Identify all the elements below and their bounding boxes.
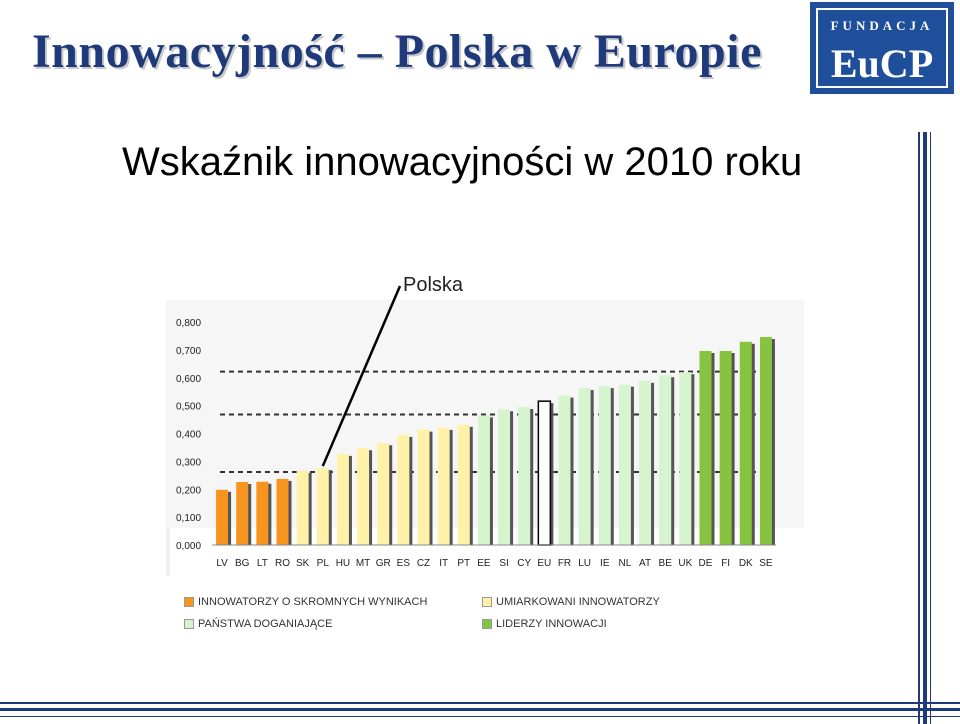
bar-es bbox=[397, 434, 410, 545]
bar-hu bbox=[336, 453, 349, 545]
x-tick-label: GR bbox=[376, 558, 391, 569]
x-tick-label: MT bbox=[356, 558, 370, 569]
bar-fr bbox=[558, 395, 571, 545]
decorative-horizontal-lines bbox=[0, 702, 960, 722]
x-tick-label: EU bbox=[537, 558, 551, 569]
bar-pt bbox=[457, 424, 470, 545]
x-tick-label: AT bbox=[639, 558, 651, 569]
x-tick-label: SE bbox=[759, 558, 773, 569]
y-tick-label: 0,700 bbox=[176, 346, 201, 357]
x-tick-label: LU bbox=[578, 558, 591, 569]
bar-fi bbox=[719, 350, 732, 545]
slide-title: Innowacyjność – Polska w Europie bbox=[32, 25, 762, 78]
legend-swatch bbox=[184, 597, 194, 607]
x-tick-label: HU bbox=[336, 558, 350, 569]
x-tick-label: PT bbox=[457, 558, 470, 569]
logo-frame: FUNDACJA EuCP bbox=[816, 8, 948, 88]
bar-gr bbox=[377, 443, 390, 545]
fundacja-eucp-logo: FUNDACJA EuCP bbox=[810, 2, 954, 94]
x-tick-label: RO bbox=[275, 558, 290, 569]
bar-si bbox=[498, 409, 511, 545]
x-tick-label: NL bbox=[619, 558, 632, 569]
bar-de bbox=[699, 350, 712, 545]
bar-lv bbox=[216, 489, 229, 545]
x-tick-label: FR bbox=[558, 558, 571, 569]
x-tick-label: BE bbox=[659, 558, 673, 569]
x-tick-label: PL bbox=[317, 558, 330, 569]
legend-item: UMIARKOWANI INNOWATORZY bbox=[482, 596, 660, 608]
bar-nl bbox=[618, 384, 631, 545]
y-tick-label: 0,500 bbox=[176, 402, 201, 413]
x-tick-label: BG bbox=[235, 558, 250, 569]
legend-swatch bbox=[482, 597, 492, 607]
legend-label: INNOWATORZY O SKROMNYCH WYNIKACH bbox=[198, 596, 428, 608]
bar-ie bbox=[598, 386, 611, 545]
legend-swatch bbox=[184, 619, 194, 629]
bar-cz bbox=[417, 429, 430, 545]
legend-label: PAŃSTWA DOGANIAJĄCE bbox=[198, 618, 333, 630]
bar-pl bbox=[316, 468, 329, 545]
bar-bg bbox=[236, 482, 249, 545]
logo-top-text: FUNDACJA bbox=[830, 18, 934, 33]
bar-ee bbox=[477, 415, 490, 545]
x-tick-label: LV bbox=[216, 558, 228, 569]
x-tick-label: FI bbox=[721, 558, 730, 569]
legend-swatch bbox=[482, 619, 492, 629]
legend-item: PAŃSTWA DOGANIAJĄCE bbox=[184, 618, 332, 630]
bar-sk bbox=[296, 470, 309, 545]
bar-ro bbox=[276, 478, 289, 545]
y-tick-label: 0,000 bbox=[176, 541, 201, 552]
legend-item: INNOWATORZY O SKROMNYCH WYNIKACH bbox=[184, 596, 427, 608]
bar-uk bbox=[679, 372, 692, 545]
bar-cy bbox=[518, 407, 531, 545]
bar-lu bbox=[578, 388, 591, 545]
y-tick-label: 0,300 bbox=[176, 457, 201, 468]
y-tick-label: 0,800 bbox=[176, 318, 201, 329]
slide-subtitle: Wskaźnik innowacyjności w 2010 roku bbox=[122, 140, 803, 184]
logo-main-text: EuCP bbox=[830, 41, 934, 86]
bar-se bbox=[759, 337, 772, 545]
bar-lt bbox=[256, 481, 269, 545]
y-tick-label: 0,200 bbox=[176, 485, 201, 496]
y-tick-label: 0,600 bbox=[176, 374, 201, 385]
decorative-vertical-lines bbox=[918, 132, 932, 724]
bar-it bbox=[437, 427, 450, 545]
annotation-label: Polska bbox=[403, 274, 464, 296]
legend-label: UMIARKOWANI INNOWATORZY bbox=[496, 596, 660, 608]
x-tick-label: CZ bbox=[417, 558, 430, 569]
x-tick-label: SI bbox=[499, 558, 508, 569]
y-tick-label: 0,400 bbox=[176, 430, 201, 441]
annotation-pointer-line bbox=[321, 285, 402, 467]
x-tick-label: UK bbox=[678, 558, 692, 569]
x-tick-label: EE bbox=[477, 558, 491, 569]
legend-label: LIDERZY INNOWACJI bbox=[496, 618, 607, 630]
plot-background-edge bbox=[166, 528, 170, 576]
x-tick-label: DE bbox=[699, 558, 713, 569]
x-tick-label: SK bbox=[296, 558, 310, 569]
legend-item: LIDERZY INNOWACJI bbox=[482, 618, 607, 630]
bar-be bbox=[659, 375, 672, 545]
chart-legend: INNOWATORZY O SKROMNYCH WYNIKACH UMIARKOW… bbox=[184, 594, 744, 638]
x-tick-label: IT bbox=[439, 558, 448, 569]
x-tick-label: ES bbox=[397, 558, 411, 569]
x-tick-label: LT bbox=[257, 558, 268, 569]
y-tick-label: 0,100 bbox=[176, 513, 201, 524]
bar-eu bbox=[537, 400, 552, 546]
bar-dk bbox=[739, 341, 752, 545]
x-tick-label: CY bbox=[517, 558, 531, 569]
bar-at bbox=[639, 380, 652, 545]
x-tick-label: IE bbox=[600, 558, 610, 569]
bar-mt bbox=[357, 448, 370, 545]
x-tick-label: DK bbox=[739, 558, 753, 569]
